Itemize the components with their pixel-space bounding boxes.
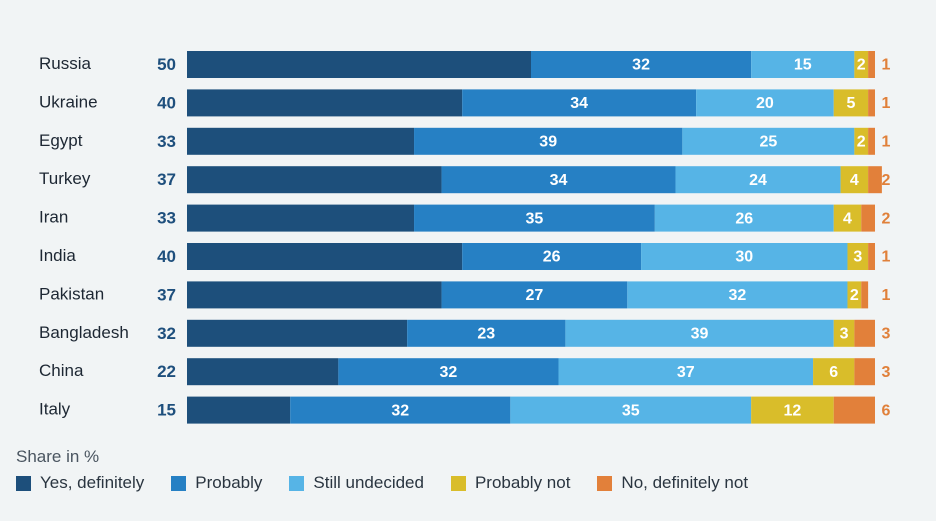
- value-label-pakistan-probably-not: 2: [850, 287, 859, 304]
- category-label-egypt: Egypt: [39, 131, 83, 150]
- value-label-turkey-yes-definitely: 37: [157, 170, 176, 189]
- legend-item-no-definitely-not: No, definitely not: [597, 473, 748, 493]
- value-label-russia-probably-not: 2: [857, 57, 866, 74]
- bar-egypt-yes-definitely: [187, 128, 414, 155]
- legend-item-yes-definitely: Yes, definitely: [16, 473, 144, 493]
- value-label-russia-no-definitely-not: 1: [882, 57, 891, 74]
- value-label-ukraine-probably-not: 5: [846, 95, 855, 112]
- category-label-india: India: [39, 246, 76, 265]
- value-label-china-probably: 32: [440, 364, 458, 381]
- legend-swatch-still-undecided: [289, 476, 304, 491]
- value-label-china-yes-definitely: 22: [157, 362, 176, 381]
- value-label-china-still-undecided: 37: [677, 364, 695, 381]
- value-label-italy-probably: 32: [391, 402, 409, 419]
- legend-swatch-no-definitely-not: [597, 476, 612, 491]
- category-label-pakistan: Pakistan: [39, 284, 104, 303]
- category-label-ukraine: Ukraine: [39, 92, 98, 111]
- value-label-egypt-still-undecided: 25: [759, 134, 777, 151]
- value-label-pakistan-yes-definitely: 37: [157, 285, 176, 304]
- value-label-italy-still-undecided: 35: [622, 402, 640, 419]
- bar-pakistan-no-definitely-not: [861, 281, 868, 308]
- legend-title: Share in %: [16, 447, 99, 467]
- value-label-bangladesh-no-definitely-not: 3: [882, 326, 891, 343]
- bar-india-no-definitely-not: [868, 243, 875, 270]
- value-label-italy-probably-not: 12: [784, 402, 802, 419]
- value-label-bangladesh-still-undecided: 39: [691, 326, 709, 343]
- value-label-egypt-probably: 39: [539, 134, 557, 151]
- bar-turkey-no-definitely-not: [868, 166, 882, 193]
- value-label-bangladesh-probably: 23: [477, 326, 495, 343]
- legend-label-probably-not: Probably not: [475, 473, 570, 493]
- legend-item-probably: Probably: [171, 473, 262, 493]
- value-label-india-no-definitely-not: 1: [882, 249, 891, 266]
- bar-bangladesh-no-definitely-not: [854, 320, 875, 347]
- value-label-iran-yes-definitely: 33: [157, 209, 176, 228]
- legend-swatch-probably: [171, 476, 186, 491]
- bar-china-yes-definitely: [187, 358, 338, 385]
- value-label-egypt-no-definitely-not: 1: [882, 134, 891, 151]
- value-label-turkey-probably: 34: [550, 172, 568, 189]
- bar-ukraine-no-definitely-not: [868, 89, 875, 116]
- bar-china-no-definitely-not: [854, 358, 875, 385]
- category-label-turkey: Turkey: [39, 169, 91, 188]
- category-label-china: China: [39, 361, 84, 380]
- value-label-russia-probably: 32: [632, 57, 650, 74]
- category-label-iran: Iran: [39, 208, 68, 227]
- value-label-italy-no-definitely-not: 6: [882, 402, 891, 419]
- value-label-iran-still-undecided: 26: [735, 210, 753, 227]
- bar-russia-no-definitely-not: [868, 51, 875, 78]
- value-label-china-probably-not: 6: [829, 364, 838, 381]
- bar-russia-yes-definitely: [187, 51, 531, 78]
- value-label-iran-probably-not: 4: [843, 210, 852, 227]
- value-label-italy-yes-definitely: 15: [157, 401, 176, 420]
- value-label-india-still-undecided: 30: [735, 249, 753, 266]
- legend-item-still-undecided: Still undecided: [289, 473, 424, 493]
- bar-italy-no-definitely-not: [834, 397, 875, 424]
- value-label-turkey-no-definitely-not: 2: [882, 172, 891, 189]
- value-label-ukraine-probably: 34: [570, 95, 588, 112]
- bar-italy-yes-definitely: [187, 397, 290, 424]
- bar-ukraine-yes-definitely: [187, 89, 462, 116]
- value-label-pakistan-no-definitely-not: 1: [882, 287, 891, 304]
- value-label-india-yes-definitely: 40: [157, 247, 176, 266]
- value-label-bangladesh-yes-definitely: 32: [157, 324, 176, 343]
- bar-bangladesh-yes-definitely: [187, 320, 407, 347]
- value-label-egypt-yes-definitely: 33: [157, 132, 176, 151]
- category-label-bangladesh: Bangladesh: [39, 323, 129, 342]
- value-label-iran-no-definitely-not: 2: [882, 210, 891, 227]
- value-label-egypt-probably-not: 2: [857, 134, 866, 151]
- bar-iran-no-definitely-not: [861, 205, 875, 232]
- legend-item-probably-not: Probably not: [451, 473, 570, 493]
- bar-egypt-no-definitely-not: [868, 128, 875, 155]
- legend: Yes, definitely Probably Still undecided Pr…: [16, 473, 775, 493]
- value-label-bangladesh-probably-not: 3: [840, 326, 849, 343]
- bar-turkey-yes-definitely: [187, 166, 442, 193]
- value-label-turkey-probably-not: 4: [850, 172, 859, 189]
- value-label-ukraine-no-definitely-not: 1: [882, 95, 891, 112]
- value-label-china-no-definitely-not: 3: [882, 364, 891, 381]
- legend-swatch-probably-not: [451, 476, 466, 491]
- value-label-russia-still-undecided: 15: [794, 57, 812, 74]
- legend-swatch-yes-definitely: [16, 476, 31, 491]
- bar-india-yes-definitely: [187, 243, 462, 270]
- bar-iran-yes-definitely: [187, 205, 414, 232]
- value-label-ukraine-yes-definitely: 40: [157, 93, 176, 112]
- legend-label-no-definitely-not: No, definitely not: [621, 473, 748, 493]
- value-label-pakistan-still-undecided: 32: [729, 287, 747, 304]
- value-label-india-probably-not: 3: [853, 249, 862, 266]
- category-label-italy: Italy: [39, 400, 71, 419]
- value-label-ukraine-still-undecided: 20: [756, 95, 774, 112]
- category-label-russia: Russia: [39, 54, 92, 73]
- value-label-iran-probably: 35: [526, 210, 544, 227]
- value-label-russia-yes-definitely: 50: [157, 55, 176, 74]
- value-label-pakistan-probably: 27: [526, 287, 544, 304]
- bar-pakistan-yes-definitely: [187, 281, 442, 308]
- legend-label-yes-definitely: Yes, definitely: [40, 473, 144, 493]
- legend-label-probably: Probably: [195, 473, 262, 493]
- value-label-turkey-still-undecided: 24: [749, 172, 767, 189]
- value-label-india-probably: 26: [543, 249, 561, 266]
- legend-label-still-undecided: Still undecided: [313, 473, 424, 493]
